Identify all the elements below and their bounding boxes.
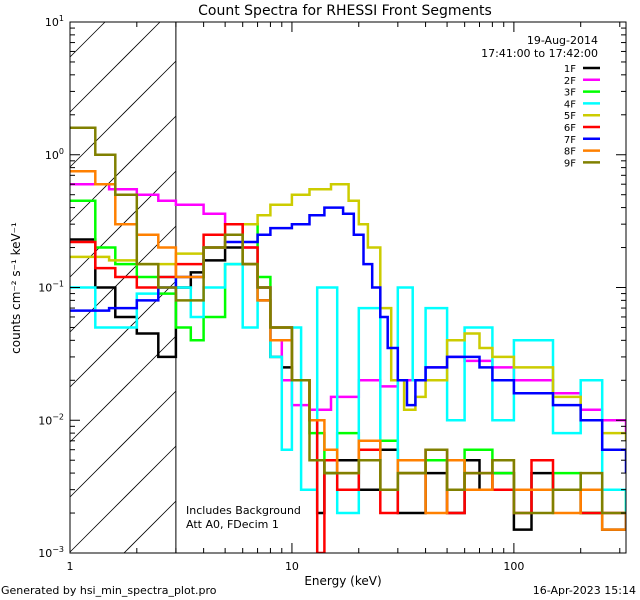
x-axis-label: Energy (keV) bbox=[304, 574, 381, 588]
x-tick-label: 10 bbox=[285, 560, 299, 573]
series-5F bbox=[70, 182, 626, 441]
hatch-line bbox=[69, 21, 106, 58]
annotation-background: Includes Background bbox=[186, 504, 301, 517]
hatch-line bbox=[69, 280, 177, 388]
hatch-line bbox=[69, 115, 177, 223]
series-6F bbox=[70, 222, 626, 553]
time-range-label: 17:41:00 to 17:42:00 bbox=[481, 47, 598, 60]
date-label: 19-Aug-2014 bbox=[527, 34, 598, 47]
legend-label-9F: 9F bbox=[564, 158, 576, 169]
legend-label-6F: 6F bbox=[564, 123, 576, 134]
x-tick-label: 100 bbox=[503, 560, 524, 573]
hatch-line bbox=[69, 335, 177, 443]
legend-label-3F: 3F bbox=[564, 88, 576, 99]
y-tick-label: 10−1 bbox=[38, 280, 64, 295]
legend-label-4F: 4F bbox=[564, 99, 576, 110]
y-tick-label: 10−2 bbox=[38, 412, 64, 427]
y-tick-label: 100 bbox=[45, 147, 64, 162]
annotation-attenuator: Att A0, FDecim 1 bbox=[186, 518, 279, 531]
series-3F bbox=[70, 199, 626, 515]
hatch-line bbox=[69, 21, 161, 113]
y-tick-label: 10−3 bbox=[38, 545, 64, 560]
legend-label-5F: 5F bbox=[564, 111, 576, 122]
legend-label-2F: 2F bbox=[564, 76, 576, 87]
legend-label-7F: 7F bbox=[564, 135, 576, 146]
footer-generated-by: Generated by hsi_min_spectra_plot.pro bbox=[1, 584, 217, 597]
legend-label-8F: 8F bbox=[564, 147, 576, 158]
series-9F bbox=[70, 126, 626, 515]
hatch-line bbox=[69, 390, 177, 498]
series-4F bbox=[70, 262, 626, 515]
series-2F bbox=[70, 182, 626, 434]
chart-title: Count Spectra for RHESSI Front Segments bbox=[198, 3, 492, 19]
series-8F bbox=[70, 170, 626, 531]
y-axis-label: counts cm⁻² s⁻¹ keV⁻¹ bbox=[9, 222, 23, 354]
legend-label-1F: 1F bbox=[564, 64, 576, 75]
hatch-line bbox=[69, 60, 177, 168]
footer-timestamp: 16-Apr-2023 15:14 bbox=[533, 584, 636, 597]
hatch-line bbox=[69, 445, 177, 553]
series-1F bbox=[70, 238, 626, 531]
x-tick-label: 1 bbox=[67, 560, 74, 573]
hatch-line bbox=[123, 500, 177, 554]
y-tick-label: 101 bbox=[45, 14, 64, 29]
